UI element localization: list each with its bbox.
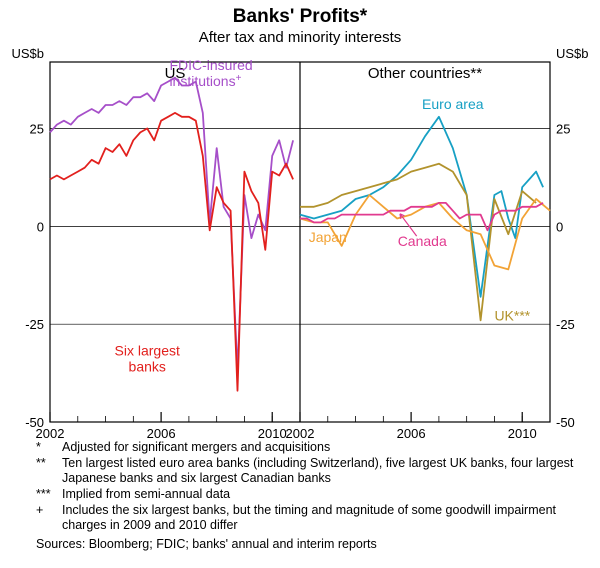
- footnotes-block: *Adjusted for significant mergers and ac…: [36, 440, 596, 552]
- ytick-right: -50: [556, 415, 575, 430]
- xtick-label: 2006: [147, 426, 176, 438]
- ytick-left: 25: [30, 122, 44, 137]
- panel-title: Other countries**: [368, 65, 482, 82]
- series-label-fdic: FDIC-insuredinstitutions+: [169, 57, 252, 89]
- series-label-canada: Canada: [398, 233, 447, 249]
- series-label-japan: Japan: [309, 229, 347, 245]
- footnote: **Ten largest listed euro area banks (in…: [36, 456, 596, 487]
- ytick-left: 0: [37, 219, 44, 234]
- footnote: *Adjusted for significant mergers and ac…: [36, 440, 596, 456]
- series-fdic: [50, 78, 293, 371]
- series-label-uk: UK***: [494, 307, 530, 323]
- chart-title: Banks' Profits*: [233, 6, 368, 27]
- xtick-label: 2002: [36, 426, 65, 438]
- ytick-left: -25: [25, 317, 44, 332]
- ytick-right: -25: [556, 317, 575, 332]
- xtick-label: 2010: [508, 426, 537, 438]
- footnote: +Includes the six largest banks, but the…: [36, 503, 596, 534]
- y-axis-label-left: US$b: [11, 46, 44, 61]
- xtick-label: 2006: [397, 426, 426, 438]
- chart-subtitle: After tax and minority interests: [199, 29, 402, 46]
- y-axis-label-right: US$b: [556, 46, 589, 61]
- series-label-euro: Euro area: [422, 96, 484, 112]
- series-label-six: Six largestbanks: [115, 342, 180, 374]
- xtick-label: 2002: [286, 426, 315, 438]
- ytick-right: 0: [556, 219, 563, 234]
- xtick-label: 2010: [258, 426, 287, 438]
- footnote: ***Implied from semi-annual data: [36, 487, 596, 503]
- ytick-right: 25: [556, 122, 570, 137]
- banks-profits-chart: Banks' Profits* After tax and minority in…: [0, 0, 600, 438]
- sources: Sources: Bloomberg; FDIC; banks' annual …: [36, 537, 596, 553]
